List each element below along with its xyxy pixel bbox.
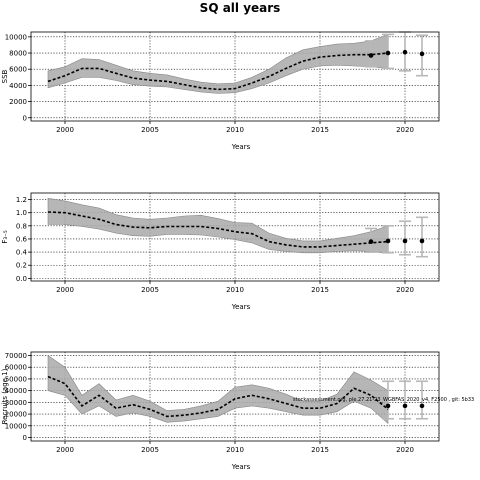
ssb-projection-point [368,53,374,58]
recruits-x-tick-label: 2015 [311,446,329,454]
f-projection-point [368,239,374,244]
f-projection-point [402,238,408,244]
recruits-x-tick-label: 2020 [396,446,414,454]
ssb-y-tick-label: 8000 [9,50,27,58]
recruits-x-tick-label: 2005 [141,446,159,454]
f-x-tick-label: 2010 [226,286,244,294]
ssb-projection-point [419,51,425,57]
f-y-tick-label: 1.2 [16,196,27,204]
ssb-panel: 2000 2005 2010 2015 2020 0 2000 4000 6000 8000 100… [1,31,440,151]
recruits-y-tick-label: 40000 [5,387,27,395]
ssb-y-tick-label: 6000 [9,66,27,74]
f-projection-point [385,238,391,244]
recruits-y-tick-label: 0 [23,434,27,442]
f-y-tick-label: 0.2 [16,262,27,270]
recruits-y-tick-label: 20000 [5,411,27,419]
f-x-tick-label: 2015 [311,286,329,294]
ssb-y-axis-label: SSB [1,69,9,83]
recruits-y-tick-label: 60000 [5,364,27,372]
ssb-projection-point [385,50,391,56]
recruits-projection-point [385,403,391,409]
figure-title: SQ all years [200,1,281,15]
ssb-x-tick-label: 2015 [311,126,329,134]
ssb-x-axis-label: Years [231,143,251,151]
ssb-x-tick-label: 2020 [396,126,414,134]
recruits-x-tick-label: 2010 [226,446,244,454]
recruitment-panel: 2000 2005 2010 2015 2020 0 10000 20000 30000 4000… [1,351,474,471]
f-x-tick-label: 2020 [396,286,414,294]
ssb-y-tick-label: 4000 [9,82,27,90]
ssb-x-tick-label: 2005 [141,126,159,134]
f-estimate-line [47,211,389,248]
ssb-confidence-band [47,33,389,94]
ssb-y-tick-label: 10000 [5,33,27,41]
recruits-x-tick-label: 2000 [56,446,74,454]
recruits-confidence-band [47,354,389,425]
ssb-x-tick-label: 2000 [56,126,74,134]
f-y-tick-label: 0.0 [16,275,27,283]
recruits-x-axis-label: Years [231,463,251,471]
recruits-y-tick-label: 70000 [5,352,27,360]
f-x-axis-label: Years [231,303,251,311]
recruits-y-tick-label: 10000 [5,422,27,430]
recruits-projection-point [419,403,425,409]
f-y-tick-label: 0.6 [16,235,28,243]
recruits-estimate-line [47,375,389,418]
recruits-y-axis-label: Recruits (age 1) [1,368,9,424]
recruits-projection-point [402,403,408,409]
recruits-y-tick-label: 50000 [5,375,27,383]
f-y-tick-label: 1.0 [16,209,27,217]
ssb-y-tick-label: 2000 [9,98,27,106]
recruits-y-tick-label: 30000 [5,399,27,407]
f-y-axis-label: F₃₋₅ [1,230,9,244]
f-x-tick-label: 2000 [56,286,74,294]
f-projection-point [419,238,425,244]
f-x-tick-label: 2005 [141,286,159,294]
ssb-x-tick-label: 2010 [226,126,244,134]
fishing-mortality-panel: 2000 2005 2010 2015 2020 0.0 0.2 0.4 0.6 0.8 1.0 1.… [1,192,440,311]
ssb-y-tick-label: 0 [23,114,27,122]
recruits-annotation: stockassessment.org, ple.27.21-23_WGBFAS… [293,397,474,403]
ssb-projection-point [402,49,408,55]
f-y-tick-label: 0.8 [16,222,27,230]
f-y-tick-label: 0.4 [16,249,28,257]
